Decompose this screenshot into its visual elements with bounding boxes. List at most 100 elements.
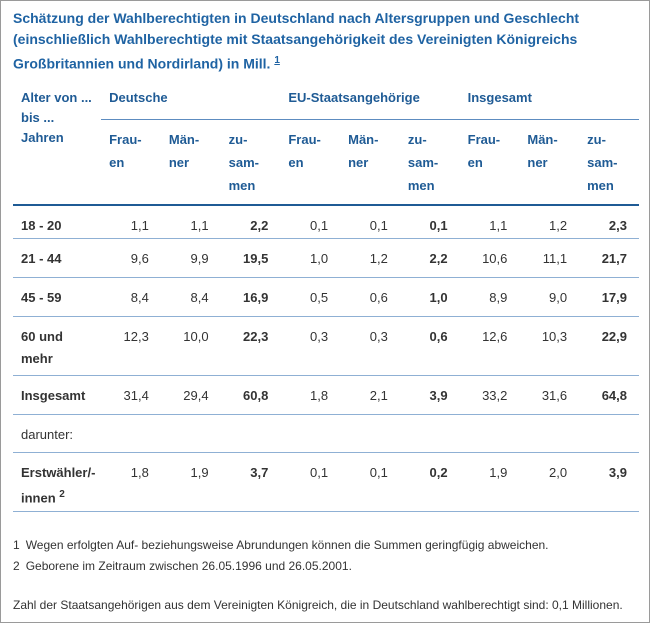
footnote: 2 Geborene im Zeitraum zwischen 26.05.19… [13,559,352,573]
cell-value: 2,3 [579,205,639,239]
row-label-text: 45 - 59 [21,290,62,305]
cell-value: 3,7 [220,452,281,512]
cell-value: 2,0 [519,452,580,512]
subheader: zu­sam­men [220,119,281,206]
cell-value: 1,8 [101,452,161,512]
cell-value: 1,2 [340,238,400,278]
subheader: Män­ner [519,119,580,206]
cell-value: 19,5 [220,238,281,278]
row-label: 18 - 20 [13,205,102,239]
footnote-text: Geborene im Zeitraum zwischen 26.05.1996… [25,559,352,573]
group-header: Deutsche [101,84,281,120]
cell-value: 1,9 [459,452,520,512]
cell-value: 1,2 [519,205,580,239]
cell-value: 29,4 [160,375,221,415]
cell-value: 8,4 [101,277,161,317]
group-header: EU-Staatsangehörige [280,84,460,120]
table-row: 45 - 59 8,4 8,4 16,9 0,5 0,6 1,0 8,9 9,0 17,9 [13,277,639,317]
footnote-ref[interactable]: 1 [274,55,280,66]
row-label-text: 18 - 20 [21,218,62,233]
row-label: 60 und mehr [13,316,102,376]
cell-value: 0,3 [280,316,341,376]
cell-value: 11,1 [519,238,580,278]
footnote-number: 2 [13,559,20,573]
cell-value: 10,6 [459,238,520,278]
cell-value: 64,8 [579,375,639,415]
cell-value: 1,1 [459,205,520,239]
cell-value: 9,9 [160,238,221,278]
cell-value: 9,0 [519,277,580,317]
cell-value: 0,5 [280,277,341,317]
cell-value: 2,1 [340,375,400,415]
header-row: Alter von ... bis ... Jahren Deutsche EU-S… [13,84,639,206]
row-label-text: Erstwähler/-innen [21,465,96,506]
cell-value: 16,9 [220,277,281,317]
section-text: darunter: [21,427,74,442]
cell-value: 1,9 [160,452,221,512]
table-row: 18 - 20 1,1 1,1 2,2 0,1 0,1 0,1 1,1 1,2 2,3 [13,205,639,239]
cell-value: 0,6 [399,316,460,376]
cell-value: 0,1 [340,452,400,512]
cell-value: 1,8 [280,375,341,415]
table-row: Insgesamt 31,4 29,4 60,8 1,8 2,1 3,9 33,2 31,6 64… [13,375,639,415]
cell-value: 22,9 [579,316,639,376]
cell-value: 9,6 [101,238,161,278]
row-label-text: Insgesamt [21,388,86,403]
cell-value: 60,8 [220,375,281,415]
cell-value: 2,2 [399,238,460,278]
row-label-text: 60 und mehr [21,329,63,366]
cell-value: 1,0 [280,238,341,278]
cell-value: 0,1 [280,205,341,239]
cell-value: 10,3 [519,316,580,376]
footnote-number: 1 [13,538,20,552]
cell-value: 2,2 [220,205,281,239]
subheader: zu­sam­men [579,119,639,206]
row-label: 45 - 59 [13,277,102,317]
row-label: 21 - 44 [13,238,102,278]
row-label: Insgesamt [13,375,102,415]
subheader: zu­sam­men [399,119,460,206]
cell-value: 33,2 [459,375,520,415]
subheader: Frau­en [101,119,161,206]
cell-value: 3,9 [399,375,460,415]
cell-value: 1,1 [101,205,161,239]
subheader: Frau­en [280,119,341,206]
section-label: darunter: [13,414,639,453]
title-text: Schätzung der Wahlberechtigten in Deutsc… [13,10,580,72]
cell-value: 0,6 [340,277,400,317]
cell-value: 8,9 [459,277,520,317]
table-row: darunter: [13,414,639,453]
footnote-text: Wegen erfolgten Auf- beziehungsweise Abr… [25,538,549,552]
cell-value: 0,3 [340,316,400,376]
cell-value: 1,1 [160,205,221,239]
subheader: Frau­en [459,119,520,206]
group-header: Insgesamt [459,84,639,120]
cell-value: 31,4 [101,375,161,415]
cell-value: 12,6 [459,316,520,376]
cell-value: 0,2 [399,452,460,512]
subheader: Män­ner [160,119,221,206]
subheader: Män­ner [340,119,400,206]
table-row: Erstwähler/-innen 2 1,8 1,9 3,7 0,1 0,1 0,2 1,9… [13,452,639,512]
row-label-text: 21 - 44 [21,251,62,266]
data-table: Alter von ... bis ... Jahren Deutsche EU-S… [13,84,639,512]
cell-value: 17,9 [579,277,639,317]
table-row: 21 - 44 9,6 9,9 19,5 1,0 1,2 2,2 10,6 11,1 21,7 [13,238,639,278]
row-label: Erstwähler/-innen 2 [13,452,102,512]
cell-value: 21,7 [579,238,639,278]
corner-header: Alter von ... bis ... Jahren [13,84,102,206]
cell-value: 0,1 [280,452,341,512]
footnote-ref[interactable]: 2 [59,489,65,500]
footnote: 1 Wegen erfolgten Auf- beziehungsweise A… [13,538,549,552]
cell-value: 22,3 [220,316,281,376]
title: Schätzung der Wahlberechtigten in Deutsc… [13,8,633,75]
table-row: 60 und mehr 12,3 10,0 22,3 0,3 0,3 0,6 12,6 10,3… [13,316,639,376]
note: Zahl der Staatsangehörigen aus dem Verei… [13,598,623,612]
cell-value: 0,1 [340,205,400,239]
cell-value: 10,0 [160,316,221,376]
cell-value: 3,9 [579,452,639,512]
cell-value: 12,3 [101,316,161,376]
subheader-row: Frau­en Män­ner zu­sam­men Frau­en Män­ner zu… [13,119,639,206]
cell-value: 1,0 [399,277,460,317]
cell-value: 31,6 [519,375,580,415]
